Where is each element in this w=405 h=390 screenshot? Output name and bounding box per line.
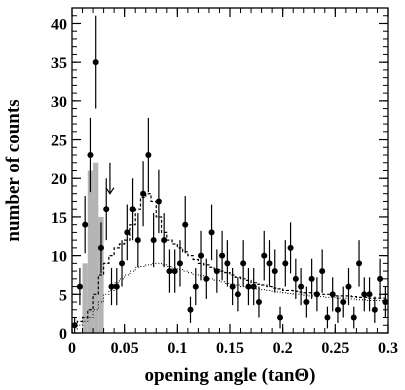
data-point	[329, 291, 336, 298]
data-point	[97, 244, 104, 251]
data-point	[108, 283, 115, 290]
data-point	[282, 260, 289, 267]
data-point	[303, 299, 310, 306]
data-point	[371, 306, 378, 313]
data-point	[87, 152, 94, 159]
y-tick-label: 5	[59, 287, 67, 304]
axis-ticks	[71, 7, 389, 334]
marker-arrow-head	[105, 187, 115, 195]
data-point	[377, 275, 384, 282]
data-point	[356, 260, 363, 267]
data-point	[250, 283, 257, 290]
data-point	[213, 268, 220, 275]
y-tick-label: 30	[51, 94, 67, 111]
data-point	[161, 237, 168, 244]
data-point	[198, 252, 205, 259]
data-point	[366, 291, 373, 298]
data-point	[103, 206, 110, 213]
x-tick-label: 0.2	[273, 340, 293, 357]
shaded-bin	[87, 170, 94, 333]
y-tick-label: 20	[51, 171, 67, 188]
data-point	[340, 299, 347, 306]
data-point	[129, 206, 136, 213]
data-point	[82, 221, 89, 228]
data-point	[319, 268, 326, 275]
data-point	[124, 229, 131, 236]
data-point	[155, 198, 162, 205]
y-tick-label: 0	[59, 326, 67, 343]
data-point	[113, 283, 120, 290]
x-tick-label: 0.05	[111, 340, 139, 357]
x-tick-label: 0.1	[167, 340, 187, 357]
data-point	[308, 275, 315, 282]
data-point	[266, 260, 273, 267]
x-tick-label: 0.25	[321, 340, 349, 357]
plot-frame	[71, 7, 389, 334]
data-point	[240, 260, 247, 267]
data-point	[219, 252, 226, 259]
y-tick-label: 15	[51, 210, 67, 227]
axis-tick-labels: 0 0.05 0.1 0.15 0.2 0.25 0.3 0 5 10 15 20 25 30 35 40	[51, 16, 398, 357]
data-point	[292, 275, 299, 282]
data-point	[324, 314, 331, 321]
y-tick-label: 25	[51, 133, 67, 150]
data-point	[119, 260, 126, 267]
data-point	[166, 268, 173, 275]
data-point	[261, 252, 268, 259]
data-point	[255, 299, 262, 306]
data-point	[287, 244, 294, 251]
data-point	[277, 314, 284, 321]
data-point	[361, 291, 368, 298]
data-point	[229, 283, 236, 290]
data-point	[140, 190, 147, 197]
data-point	[92, 59, 99, 66]
shaded-bin	[82, 263, 88, 333]
data-point	[134, 237, 141, 244]
dotted-histogram-line	[72, 262, 388, 333]
y-tick-label: 10	[51, 249, 67, 266]
plot-area	[72, 15, 388, 333]
data-point	[334, 306, 341, 313]
y-tick-label: 35	[51, 55, 67, 72]
x-tick-label: 0	[68, 340, 76, 357]
y-axis-label: number of counts	[3, 99, 24, 241]
data-point	[224, 260, 231, 267]
x-tick-label: 0.3	[378, 340, 398, 357]
data-point	[234, 291, 241, 298]
x-tick-label: 0.15	[216, 340, 244, 357]
data-point	[345, 283, 352, 290]
shaded-bin	[93, 162, 99, 333]
data-point	[350, 314, 357, 321]
x-axis-label: opening angle (tanΘ)	[144, 365, 315, 386]
data-point	[187, 306, 194, 313]
data-point	[298, 283, 305, 290]
data-point	[192, 283, 199, 290]
data-point	[245, 283, 252, 290]
data-point	[171, 268, 178, 275]
data-point	[176, 260, 183, 267]
y-tick-label: 40	[51, 16, 67, 33]
data-point	[76, 283, 83, 290]
data-point	[271, 268, 278, 275]
data-point	[150, 237, 157, 244]
data-point	[203, 275, 210, 282]
data-point	[182, 221, 189, 228]
data-point	[145, 152, 152, 159]
data-point	[313, 291, 320, 298]
data-point	[208, 229, 215, 236]
